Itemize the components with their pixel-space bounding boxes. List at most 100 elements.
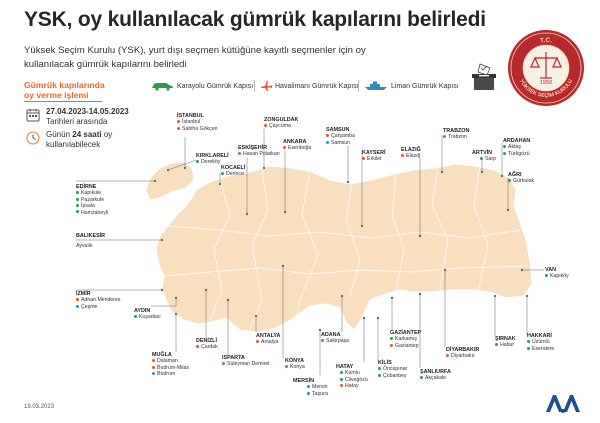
- sea-marker: [326, 140, 329, 144]
- land-marker: [76, 191, 79, 195]
- gate-name: Adnan Menderes: [81, 297, 121, 304]
- seal-top-text: T.C.: [540, 37, 553, 45]
- sea-marker: [307, 391, 310, 395]
- gate-name: Dalaman: [157, 358, 178, 365]
- gate-name: Sabiha Gökçen: [182, 125, 218, 132]
- gate-name: Diyarbakır: [451, 353, 475, 360]
- city-name: ADANA: [321, 332, 341, 338]
- gate-name: Süleyman Demirel: [227, 361, 270, 368]
- city-name: DENİZLİ: [196, 338, 217, 344]
- gate-label-aydin: AYDIN Kuşadası: [134, 308, 161, 321]
- gate-item: Erkilet: [362, 156, 385, 162]
- gate-item: Ayvalık: [76, 243, 105, 249]
- gate-item: İstanbul: [177, 119, 217, 125]
- calendar-icon: [26, 109, 40, 122]
- gate-item: Sakirpaşa: [321, 338, 349, 344]
- gate-label-sirnak: ŞIRNAK Habur: [495, 336, 516, 349]
- land-marker: [527, 346, 530, 350]
- legend-item-land: Karayolu Gümrük Kapısı: [150, 78, 253, 94]
- gate-label-van: VAN Kapıköy: [545, 267, 569, 280]
- air-marker: [321, 339, 324, 343]
- city-name: AYDIN: [134, 308, 151, 314]
- gate-name: Ayvalık: [76, 243, 93, 250]
- voting-date-range: 27.04.2023-14.05.2023: [46, 107, 129, 116]
- gate-label-diyarbakir: DİYARBAKIR Diyarbakır: [446, 347, 479, 360]
- sea-marker: [221, 172, 224, 176]
- gate-item: Kapıkule: [76, 190, 108, 196]
- gate-item: Öncüpınar: [378, 366, 407, 372]
- gate-label-ankara: ANKARA Esenboğa: [283, 139, 311, 152]
- gate-name: Kuşadası: [139, 314, 161, 321]
- land-marker: [390, 337, 393, 341]
- voting-hours-line2: kullanılabilecek: [46, 140, 101, 149]
- gate-label-hatay: HATAY Kumlu Cilvegözü Hatay: [336, 364, 368, 390]
- gate-label-eskisehir: ESKİŞEHİR Hasan Polatkan: [238, 145, 280, 158]
- gate-name: Sarp: [485, 156, 496, 163]
- legend-divider: [358, 80, 359, 92]
- gate-item: Çarşamba: [326, 133, 355, 139]
- land-marker: [76, 203, 79, 207]
- land-marker: [378, 373, 381, 377]
- gate-item: Üzümlü: [527, 339, 554, 345]
- gate-name: Hatay: [345, 383, 359, 390]
- gate-item: Pazarkule: [76, 197, 108, 203]
- air-marker: [446, 354, 449, 358]
- city-name: HATAY: [336, 364, 354, 370]
- city-name: ARDAHAN: [503, 138, 531, 144]
- voting-hours-bold: 24 saati: [72, 130, 102, 139]
- map-landmass: [145, 161, 533, 333]
- callout-lines: [76, 129, 544, 375]
- air-marker: [196, 345, 199, 349]
- air-marker: [222, 362, 225, 366]
- gate-name: Karkamış: [395, 336, 417, 343]
- gate-label-kocaeli: KOCAELİ Derince: [221, 165, 245, 178]
- air-marker: [152, 365, 155, 369]
- gate-item: Gürbulak: [508, 178, 534, 184]
- legend-divider: [254, 80, 255, 92]
- air-marker: [326, 134, 329, 138]
- land-marker: [420, 376, 423, 380]
- ballot-box-icon: [472, 63, 496, 90]
- land-marker: [76, 210, 79, 214]
- gate-label-antalya: ANTALYA Antalya: [256, 333, 280, 346]
- gate-label-zonguldak: ZONGULDAK Çaycuma: [264, 117, 298, 130]
- gate-item: Akçakale: [420, 375, 451, 381]
- gate-item: Antalya: [256, 339, 280, 345]
- gate-item: Süleyman Demirel: [222, 361, 269, 367]
- gate-item: Kuşadası: [134, 314, 161, 320]
- gate-label-isparta: ISPARTA Süleyman Demirel: [222, 355, 269, 368]
- sea-marker: [134, 315, 137, 319]
- gate-item: Esendere: [527, 346, 554, 352]
- gate-label-kirklareli: KIRKLARELİ Dereköy: [196, 153, 229, 166]
- gate-item: Taşucu: [293, 391, 328, 397]
- land-marker: [480, 157, 483, 161]
- gate-item: Esenboğa: [283, 145, 311, 151]
- gate-label-edirne: EDİRNE Kapıkule Pazarkule İpsala Hamzabe…: [76, 184, 108, 216]
- gate-label-konya: KONYA Konya: [285, 358, 305, 371]
- seal-year: 1950: [540, 80, 552, 86]
- gate-label-adana: ADANA Sakirpaşa: [321, 332, 349, 345]
- gate-name: Derince: [226, 171, 244, 178]
- page-title: YSK, oy kullanılacak gümrük kapılarını b…: [24, 8, 486, 31]
- gate-name: Gaziantep: [395, 342, 419, 349]
- gate-label-samsun: SAMSUN Çarşamba Samsun: [326, 127, 355, 146]
- anadolu-agency-logo: [546, 395, 580, 413]
- gate-name: Antalya: [261, 339, 279, 346]
- gate-label-elazig: ELAZIĞ Elazığ: [401, 147, 421, 160]
- gate-label-balikesir: BALIKESİR Ayvalık: [76, 233, 105, 250]
- city-name: SAMSUN: [326, 127, 350, 133]
- land-marker: [508, 179, 511, 183]
- gate-name: Elazığ: [406, 153, 421, 160]
- gate-item: Dalaman: [152, 358, 189, 364]
- gate-label-artvin: ARTVİN Sarp: [472, 150, 496, 163]
- city-name: VAN: [545, 267, 556, 273]
- gate-name: Mersin: [312, 384, 328, 391]
- gate-name: Erkilet: [367, 156, 382, 163]
- gate-item: Konya: [285, 364, 305, 370]
- gate-item: Aktaş: [503, 144, 530, 150]
- gate-item: Türkgözü: [503, 151, 530, 157]
- gate-name: Öncüpınar: [383, 366, 408, 373]
- city-name: HAKKARİ: [527, 333, 552, 339]
- city-name: İSTANBUL: [177, 113, 204, 119]
